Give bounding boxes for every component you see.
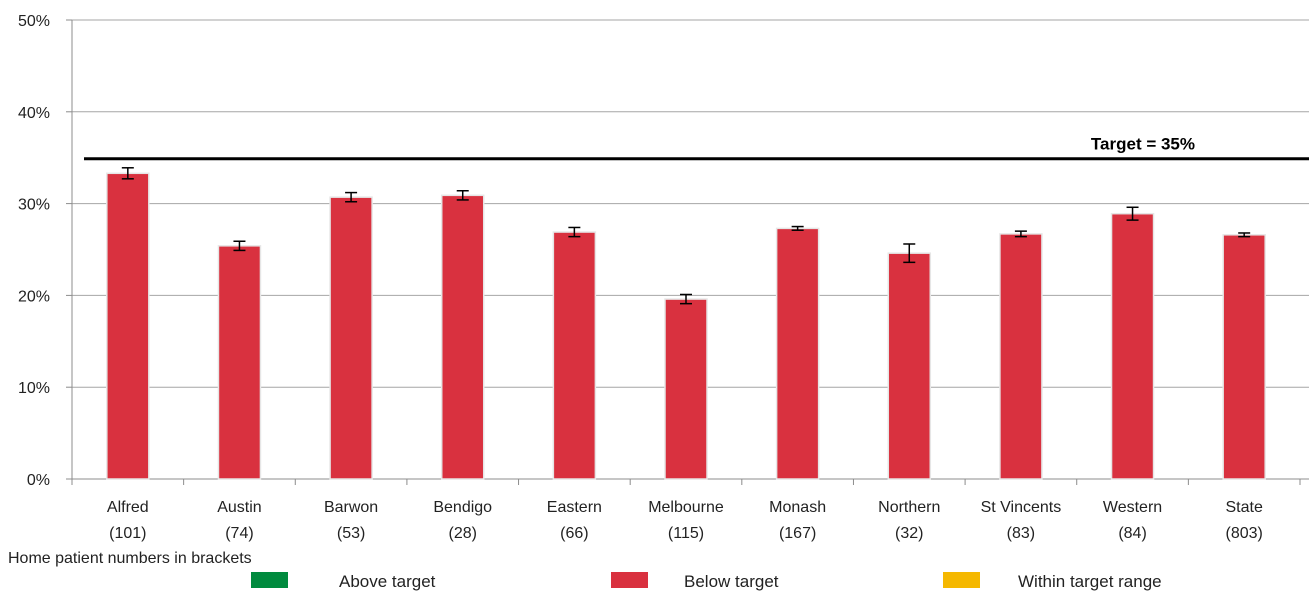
- axis-labels: 0% 10% 20% 30% 40% 50% Alfred (101) Austin (74) Ba…: [18, 13, 1263, 542]
- bar: [552, 231, 597, 480]
- legend-swatch: [611, 572, 648, 588]
- legend-label: Within target range: [1018, 572, 1162, 591]
- x-category-count: (28): [449, 525, 477, 542]
- x-category-label: Melbourne: [648, 499, 724, 516]
- x-category-count: (74): [225, 525, 253, 542]
- target-label: Target = 35%: [1091, 135, 1195, 154]
- x-category-label: Western: [1103, 499, 1162, 516]
- x-category-label: Austin: [217, 499, 261, 516]
- x-category-label: Alfred: [107, 499, 149, 516]
- bar: [887, 252, 932, 480]
- legend-swatch: [251, 572, 288, 588]
- bar-chart: Target = 35% 0% 10% 20% 30% 40% 50% Alfred (101…: [18, 13, 1309, 542]
- x-category-label: Eastern: [547, 499, 602, 516]
- y-tick-label: 20%: [18, 288, 50, 305]
- y-tick-label: 50%: [18, 13, 50, 30]
- x-category-count: (803): [1226, 525, 1263, 542]
- error-bars: [121, 167, 1251, 305]
- x-category-count: (167): [779, 525, 816, 542]
- legend-swatch: [943, 572, 980, 588]
- x-category-count: (83): [1007, 525, 1035, 542]
- x-category-count: (66): [560, 525, 588, 542]
- y-tick-label: 40%: [18, 105, 50, 122]
- x-category-label: State: [1226, 499, 1263, 516]
- bar: [775, 227, 820, 480]
- x-category-label: Monash: [769, 499, 826, 516]
- x-category-count: (84): [1118, 525, 1146, 542]
- bar: [329, 196, 373, 480]
- x-category-count: (32): [895, 525, 923, 542]
- x-category-label: Bendigo: [433, 499, 492, 516]
- bar: [440, 194, 485, 480]
- x-category-count: (101): [109, 525, 146, 542]
- target-line-group: Target = 35%: [84, 135, 1309, 161]
- y-tick-label: 10%: [18, 380, 50, 397]
- bar: [1222, 234, 1266, 480]
- y-tick-label: 30%: [18, 197, 50, 214]
- bar: [106, 172, 150, 480]
- bar: [217, 245, 262, 480]
- legend-label: Below target: [684, 572, 779, 591]
- gridlines: [72, 19, 1309, 388]
- x-category-label: St Vincents: [981, 499, 1062, 516]
- bars: [106, 172, 1266, 480]
- x-category-label: Barwon: [324, 499, 378, 516]
- x-category-count: (115): [668, 525, 704, 542]
- x-category-label: Northern: [878, 499, 940, 516]
- bar: [1110, 212, 1155, 480]
- x-category-count: (53): [337, 525, 365, 542]
- chart-note: Home patient numbers in brackets: [8, 550, 252, 567]
- bar: [664, 298, 708, 480]
- y-tick-label: 0%: [27, 472, 50, 489]
- legend-label: Above target: [339, 572, 436, 591]
- bar: [999, 233, 1043, 480]
